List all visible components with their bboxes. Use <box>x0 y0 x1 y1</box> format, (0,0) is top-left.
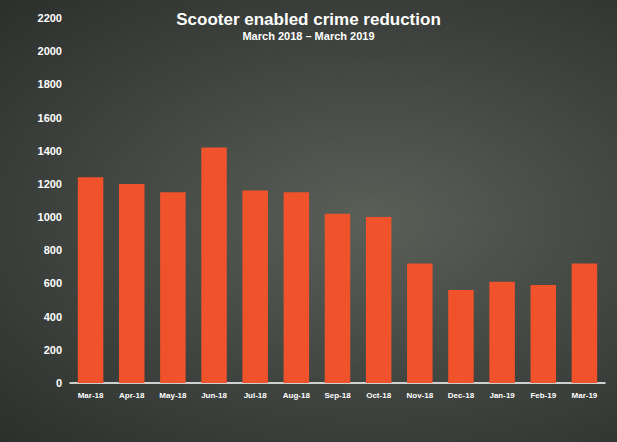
svg-text:Nov-18: Nov-18 <box>406 391 433 400</box>
svg-text:400: 400 <box>44 311 62 323</box>
svg-text:Mar-18: Mar-18 <box>78 391 104 400</box>
svg-text:0: 0 <box>56 377 62 389</box>
svg-text:600: 600 <box>44 277 62 289</box>
svg-text:Scooter enabled crime reductio: Scooter enabled crime reduction <box>176 10 441 29</box>
svg-text:Jul-18: Jul-18 <box>244 391 268 400</box>
svg-text:Apr-18: Apr-18 <box>119 391 145 400</box>
svg-text:1600: 1600 <box>38 112 62 124</box>
svg-text:Mar-19: Mar-19 <box>572 391 598 400</box>
svg-text:1000: 1000 <box>38 211 62 223</box>
svg-text:Oct-18: Oct-18 <box>366 391 391 400</box>
svg-text:200: 200 <box>44 344 62 356</box>
svg-text:2000: 2000 <box>38 45 62 57</box>
svg-text:Aug-18: Aug-18 <box>283 391 311 400</box>
svg-text:Feb-19: Feb-19 <box>530 391 556 400</box>
svg-text:1800: 1800 <box>38 78 62 90</box>
svg-text:March 2018 – March 2019: March 2018 – March 2019 <box>242 30 374 42</box>
svg-text:Jan-19: Jan-19 <box>489 391 515 400</box>
svg-text:Sep-18: Sep-18 <box>324 391 351 400</box>
svg-text:1400: 1400 <box>38 145 62 157</box>
svg-text:May-18: May-18 <box>159 391 187 400</box>
svg-text:1200: 1200 <box>38 178 62 190</box>
svg-text:Dec-18: Dec-18 <box>448 391 475 400</box>
svg-text:800: 800 <box>44 244 62 256</box>
svg-text:2200: 2200 <box>38 12 62 24</box>
svg-text:Jun-18: Jun-18 <box>201 391 227 400</box>
